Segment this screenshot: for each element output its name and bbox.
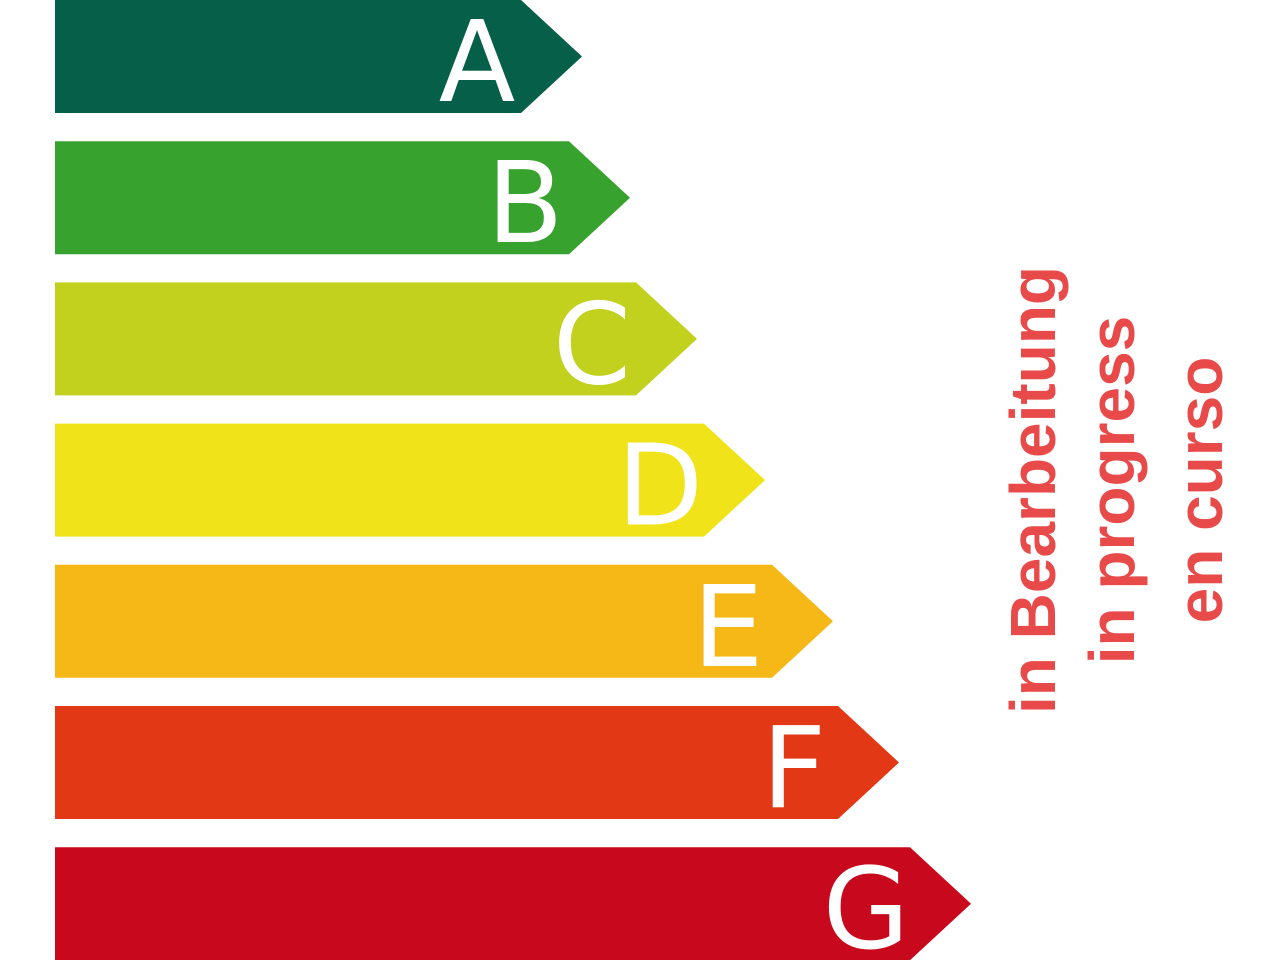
energy-class-a: A	[55, 0, 582, 128]
energy-class-d: D	[55, 422, 765, 552]
energy-class-letter: B	[487, 139, 564, 269]
energy-class-arrow	[55, 423, 765, 537]
status-text-german: in Bearbeitung	[997, 265, 1069, 715]
energy-class-g: G	[55, 845, 971, 960]
energy-class-letter: F	[762, 704, 826, 834]
energy-class-arrow	[55, 282, 697, 396]
energy-class-arrow	[55, 141, 630, 255]
energy-class-e: E	[55, 563, 833, 693]
energy-class-letter: G	[823, 845, 910, 960]
status-text-english: in progress	[1076, 315, 1148, 665]
energy-class-arrow	[55, 0, 582, 113]
energy-class-arrow	[55, 847, 971, 960]
status-text-spanish: en curso	[1164, 356, 1236, 624]
energy-class-f: F	[55, 704, 899, 834]
energy-class-b: B	[55, 139, 630, 269]
energy-class-arrow	[55, 564, 833, 678]
energy-class-letter: C	[553, 280, 631, 410]
energy-class-letter: D	[617, 422, 703, 552]
energy-class-letter: A	[439, 0, 516, 128]
energy-class-letter: E	[693, 563, 764, 693]
energy-class-c: C	[55, 280, 697, 410]
energy-class-arrow	[55, 706, 899, 819]
